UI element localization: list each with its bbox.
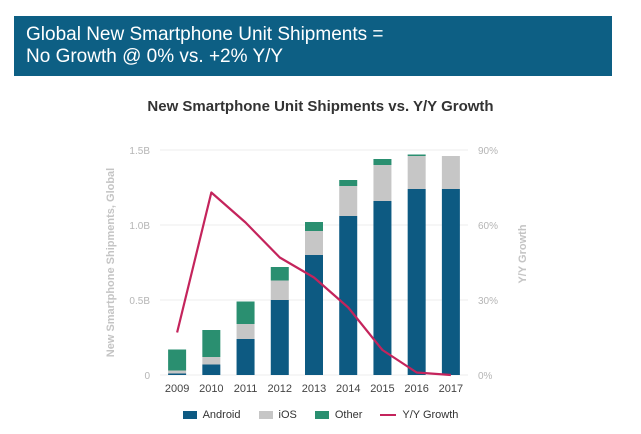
x-tick-label: 2011 [234,383,258,395]
bar-ios [373,165,392,201]
bar-other [305,222,323,231]
bar-ios [305,231,323,255]
y2-tick-label: 60% [478,221,498,232]
bar-android [168,373,187,375]
legend-item: Other [314,409,363,421]
x-tick-label: 2017 [439,383,463,395]
legend-swatch [182,411,197,419]
bar-android [236,339,255,375]
bar-ios [407,156,426,189]
x-tick-label: 2012 [268,383,292,395]
growth-line [176,191,451,377]
y2-axis-label: Y/Y Growth [517,224,529,283]
y-tick-label: 1.0B [129,221,150,232]
banner-line-2: No Growth @ 0% vs. +2% Y/Y [26,46,284,67]
x-tick-label: 2016 [404,383,428,395]
bar-android [202,364,221,375]
bar-ios [236,324,255,339]
legend-label: Android [202,409,241,421]
bar-other [236,301,255,324]
bar-ios [339,186,358,216]
y2-tick-label: 0% [478,371,493,382]
x-tick-label: 2013 [302,383,326,395]
y2-tick-label: 90% [478,146,498,157]
bar-ios [202,357,221,365]
bar-android [270,300,289,375]
bar-other [270,267,289,281]
x-tick-label: 2010 [199,383,223,395]
bar-ios [441,156,460,189]
chart-legend: Android iOS Other Y/Y Growth [0,406,641,424]
title-banner: Global New Smartphone Unit Shipments = N… [14,16,612,76]
x-tick-label: 2015 [370,383,394,395]
legend-swatch [258,411,273,419]
bar-android [339,216,358,375]
y-tick-label: 0 [144,371,150,382]
legend-label: Other [334,409,363,421]
legend-item: Android [182,409,241,421]
bar-other [339,180,358,186]
bar-other [202,330,221,357]
chart-title: New Smartphone Unit Shipments vs. Y/Y Gr… [147,98,494,115]
legend-item: iOS [258,409,297,421]
banner-line-1: Global New Smartphone Unit Shipments = [26,24,384,45]
legend-label: Y/Y Growth [402,409,459,421]
bar-ios [270,280,289,300]
y-axis-label: New Smartphone Shipments, Global [105,168,117,357]
legend-item: Y/Y Growth [380,409,458,421]
bar-other [168,349,187,371]
y2-tick-label: 30% [478,296,498,307]
x-tick-label: 2014 [336,383,360,395]
bar-other [407,154,426,156]
bar-android [441,189,460,375]
bar-ios [168,370,187,374]
bar-other [373,159,392,165]
x-tick-label: 2009 [165,383,189,395]
legend-swatch [380,414,397,416]
bar-android [407,189,426,375]
legend-label: iOS [278,409,297,421]
y-tick-label: 1.5B [129,146,150,157]
bar-android [373,201,392,375]
bar-android [305,255,323,375]
y-tick-label: 0.5B [129,296,150,307]
legend-swatch [314,411,329,419]
